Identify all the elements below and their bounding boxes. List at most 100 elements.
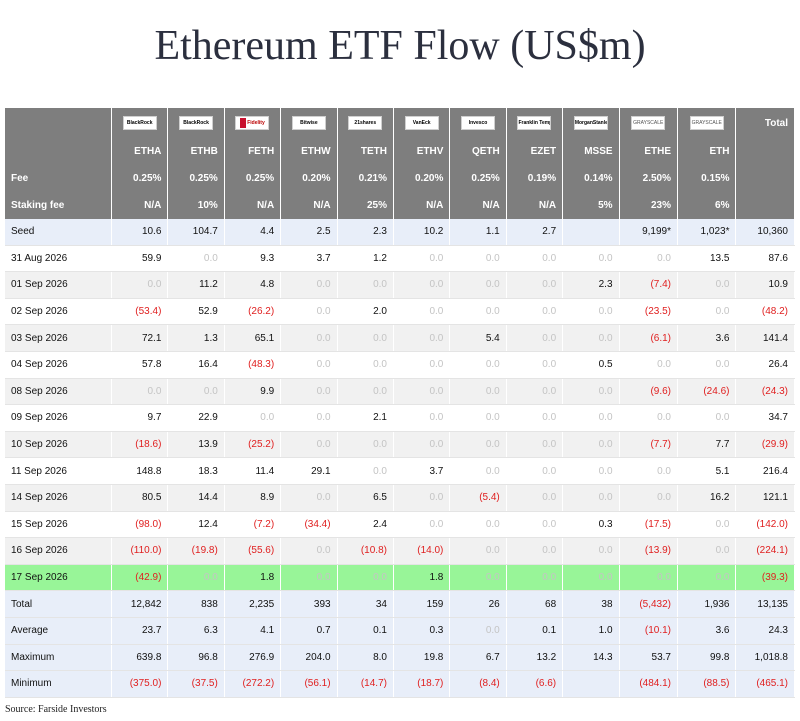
ticker-header: ETHB [167,138,225,165]
flow-cell: 9.9 [224,378,282,406]
flow-cell: 4.4 [224,219,282,246]
issuer-logo-text: GRAYSCALE [691,120,722,126]
flow-cell: 0.0 [337,457,394,485]
row-label: Maximum [5,644,113,672]
flow-cell: (42.9) [111,564,169,592]
flow-cell: 0.0 [677,404,737,432]
table-row: 16 Sep 2026 (110.0) (19.8) (55.6) 0.0 (10.8)(… [5,537,795,565]
flow-cell: 59.9 [111,245,169,273]
row-total-cell: 34.7 [735,404,795,432]
issuer-logo-cell: GRAYSCALE [677,108,737,138]
flow-cell: 204.0 [280,644,338,672]
row-total-cell: (29.9) [735,431,795,459]
flow-cell: 0.3 [562,511,620,539]
flow-cell: 0.0 [677,564,737,592]
issuer-logo-row: BlackRock BlackRock Fidelity Bitwise 21share… [5,108,795,138]
ticker-total-blank [735,138,795,165]
21shares-logo: 21shares [348,116,383,130]
logo-row-blank-cell [5,108,113,138]
flow-cell: 0.0 [111,271,169,299]
flow-cell: 0.0 [562,564,620,592]
issuer-logo-cell: Fidelity [224,108,282,138]
flow-cell: 13.9 [167,431,225,459]
flow-cell: (272.2) [224,670,282,698]
flow-cell: 96.8 [167,644,225,672]
flow-cell: 13.5 [677,245,737,273]
flow-cell: 12.4 [167,511,225,539]
flow-cell: 22.9 [167,404,225,432]
flow-cell: 10.6 [111,219,169,246]
row-total-cell: 10.9 [735,271,795,299]
flow-cell: 0.0 [562,457,620,485]
flow-cell: 0.0 [224,404,282,432]
flow-cell: 0.0 [449,351,507,379]
flow-cell: (10.8) [337,537,394,565]
ticker-header: ETH [677,138,737,165]
flow-cell: (17.5) [619,511,679,539]
flow-cell: (484.1) [619,670,679,698]
flow-cell: 0.0 [562,431,620,459]
flow-cell: (19.8) [167,537,225,565]
flow-cell: 0.0 [449,617,507,645]
flow-cell: 0.0 [562,378,620,406]
flow-cell: (37.5) [167,670,225,698]
flow-cell: 1,936 [677,590,737,618]
flow-cell: 639.8 [111,644,169,672]
flow-cell: 0.0 [449,431,507,459]
staking-fee-value: 10% [167,192,225,219]
flow-cell: 16.4 [167,351,225,379]
table-row: Seed 10.6 104.7 4.4 2.5 2.3 10.2 1.1 2.7 9,199* 1,… [5,219,795,246]
fee-value: 0.15% [677,165,737,192]
row-total-cell: 141.4 [735,324,795,352]
ticker-row-blank-cell [5,138,113,165]
flow-cell: 34 [337,590,394,618]
fidelity-logo: Fidelity [235,116,270,130]
flow-cell: 10.2 [393,219,451,246]
fee-value: 0.25% [111,165,169,192]
row-label: 15 Sep 2026 [5,511,113,539]
flow-cell: 0.0 [506,245,564,273]
flow-cell: 0.0 [280,271,338,299]
table-row: 11 Sep 2026 148.8 18.3 11.4 29.1 0.0 3.7 0.0 0.0… [5,457,795,485]
flow-cell: 0.0 [506,511,564,539]
flow-cell: (24.6) [677,378,737,406]
blackrock-logo: BlackRock [122,116,157,130]
flow-cell: (8.4) [449,670,507,698]
row-label: 08 Sep 2026 [5,378,113,406]
flow-cell: (5.4) [449,484,507,512]
issuer-logo-cell: GRAYSCALE [619,108,679,138]
flow-cell: 3.7 [393,457,451,485]
row-total-cell: 13,135 [735,590,795,618]
table-row: 01 Sep 2026 0.0 11.2 4.8 0.0 0.0 0.0 0.0 0.0 2.3(… [5,271,795,299]
issuer-logo-text: Fidelity [247,120,265,126]
flow-cell: 0.0 [506,298,564,326]
table-row: 08 Sep 2026 0.0 0.0 9.9 0.0 0.0 0.0 0.0 0.0 0.0 (9… [5,378,795,406]
staking-fee-row: Staking fee N/A 10% N/A N/A 25% N/A N/A N/A 5% 23… [5,192,795,219]
flow-cell: (7.7) [619,431,679,459]
flow-cell: 8.0 [337,644,394,672]
flow-cell: 1,023* [677,219,737,246]
flow-cell: (98.0) [111,511,169,539]
flow-cell: 0.0 [506,484,564,512]
flow-cell: 276.9 [224,644,282,672]
table-row: 04 Sep 2026 57.8 16.4 (48.3) 0.0 0.0 0.0 0.0 0.0… [5,351,795,379]
row-label: 11 Sep 2026 [5,457,113,485]
row-label: 17 Sep 2026 [5,564,113,592]
flow-cell: 6.3 [167,617,225,645]
flow-cell: 0.0 [449,245,507,273]
flow-cell: 0.0 [393,404,451,432]
flow-cell: 2.0 [337,298,394,326]
flow-cell: 5.4 [449,324,507,352]
flow-cell: 19.8 [393,644,451,672]
flow-cell: 1.8 [224,564,282,592]
invesco-logo: Invesco [461,116,496,130]
flow-cell: 7.7 [677,431,737,459]
staking-fee-value: 23% [619,192,679,219]
table-row: 17 Sep 2026 (42.9) 0.0 1.8 0.0 0.0 1.8 0.0 0.0 0.… [5,564,795,592]
flow-cell: 6.7 [449,644,507,672]
flow-cell: 80.5 [111,484,169,512]
ticker-header: TETH [337,138,394,165]
franklin-templeton-logo: Franklin Templeton [517,116,552,130]
vaneck-logo: VanEck [404,116,439,130]
flow-cell: 3.6 [677,617,737,645]
